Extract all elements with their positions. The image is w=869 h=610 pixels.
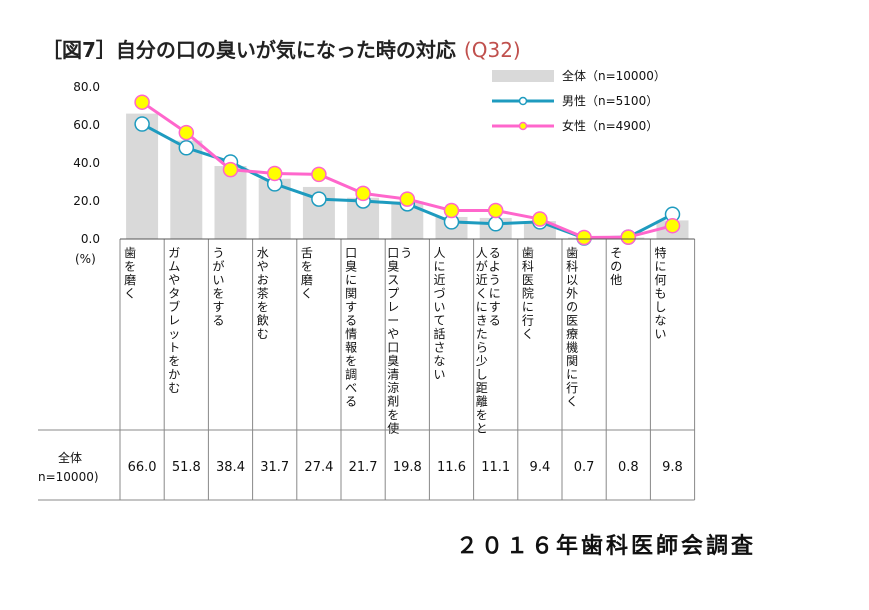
table-row-label-1: 全体	[58, 450, 82, 465]
legend-label-3: 女性（n=4900）	[562, 118, 658, 133]
table-row-label-2: n=10000)	[38, 470, 99, 484]
male-point-5	[311, 191, 327, 207]
category-label-12: その他	[610, 246, 622, 287]
legend-label-2: 男性（n=5100）	[562, 94, 658, 108]
female-point-10	[532, 211, 548, 227]
table-value-5: 27.4	[304, 460, 333, 475]
table-value-2: 51.8	[172, 460, 201, 475]
table-value-7: 19.8	[393, 460, 422, 475]
y-tick-label: 20.0	[73, 194, 100, 208]
chart-title-main: ［図7］自分の口の臭いが気になった時の対応	[42, 38, 456, 62]
category-label-11: 歯科以外の医療機関に行く	[566, 246, 578, 409]
male-point-9	[487, 216, 504, 232]
female-point-7	[399, 191, 416, 207]
legend-label-1: 全体（n=10000）	[562, 68, 666, 83]
table-value-12: 0.8	[618, 460, 639, 475]
table-value-8: 11.6	[437, 460, 466, 475]
legend-swatch-total	[492, 70, 554, 82]
bar-3	[214, 166, 247, 239]
question-code: (Q32)	[463, 38, 521, 62]
category-label-13: 特に何もしない	[654, 245, 666, 341]
female-point-6	[355, 185, 371, 202]
female-point-3	[222, 161, 239, 178]
table-value-6: 21.7	[349, 460, 378, 475]
table-value-1: 66.0	[128, 460, 157, 475]
category-label-5: 舌を磨く	[301, 246, 313, 301]
y-tick-label: 60.0	[73, 118, 100, 132]
female-point-4	[266, 165, 283, 182]
female-point-5	[311, 166, 327, 183]
table-value-3: 38.4	[216, 460, 245, 475]
female-point-13	[664, 217, 681, 234]
y-tick-label: 40.0	[73, 156, 100, 170]
bar-1	[126, 113, 159, 239]
legend-marker-male	[518, 96, 528, 106]
female-point-11	[576, 229, 592, 246]
legend-marker-female	[518, 121, 528, 131]
male-point-2	[178, 140, 195, 156]
bar-2	[170, 140, 203, 239]
female-point-1	[134, 94, 150, 110]
table-value-10: 9.4	[530, 460, 551, 475]
table-value-13: 9.8	[662, 460, 683, 475]
female-point-12	[620, 229, 637, 245]
category-label-9: 人が近くにきたら少し距離をとるようにする	[476, 246, 501, 436]
category-label-1: 歯を磨く	[124, 246, 136, 301]
category-label-2: ガムやタブレットをかむ	[168, 246, 180, 395]
category-label-7: 口臭スプレーや口臭清涼剤を使う	[387, 246, 412, 436]
category-label-6: 口臭に関する情報を調べる	[345, 246, 357, 409]
female-point-8	[443, 202, 460, 219]
female-point-2	[178, 124, 195, 141]
table-value-9: 11.1	[481, 460, 510, 475]
category-label-10: 歯科医院に行く	[522, 246, 534, 341]
y-tick-label: 0.0	[81, 232, 100, 246]
category-label-4: 水やお茶を飲む	[257, 246, 269, 341]
category-label-3: うがいをする	[212, 246, 224, 328]
male-point-1	[134, 116, 150, 132]
unit-label: (%)	[75, 252, 96, 266]
chart-title: ［図7］自分の口の臭いが気になった時の対応 (Q32)	[42, 34, 521, 63]
female-point-9	[487, 202, 504, 219]
table-value-11: 0.7	[574, 460, 595, 475]
category-label-8: 人に近づいて話さない	[433, 246, 445, 382]
survey-credit: ２０１６年歯科医師会調査	[456, 534, 757, 559]
y-tick-label: 80.0	[73, 80, 100, 94]
table-value-4: 31.7	[260, 460, 289, 475]
